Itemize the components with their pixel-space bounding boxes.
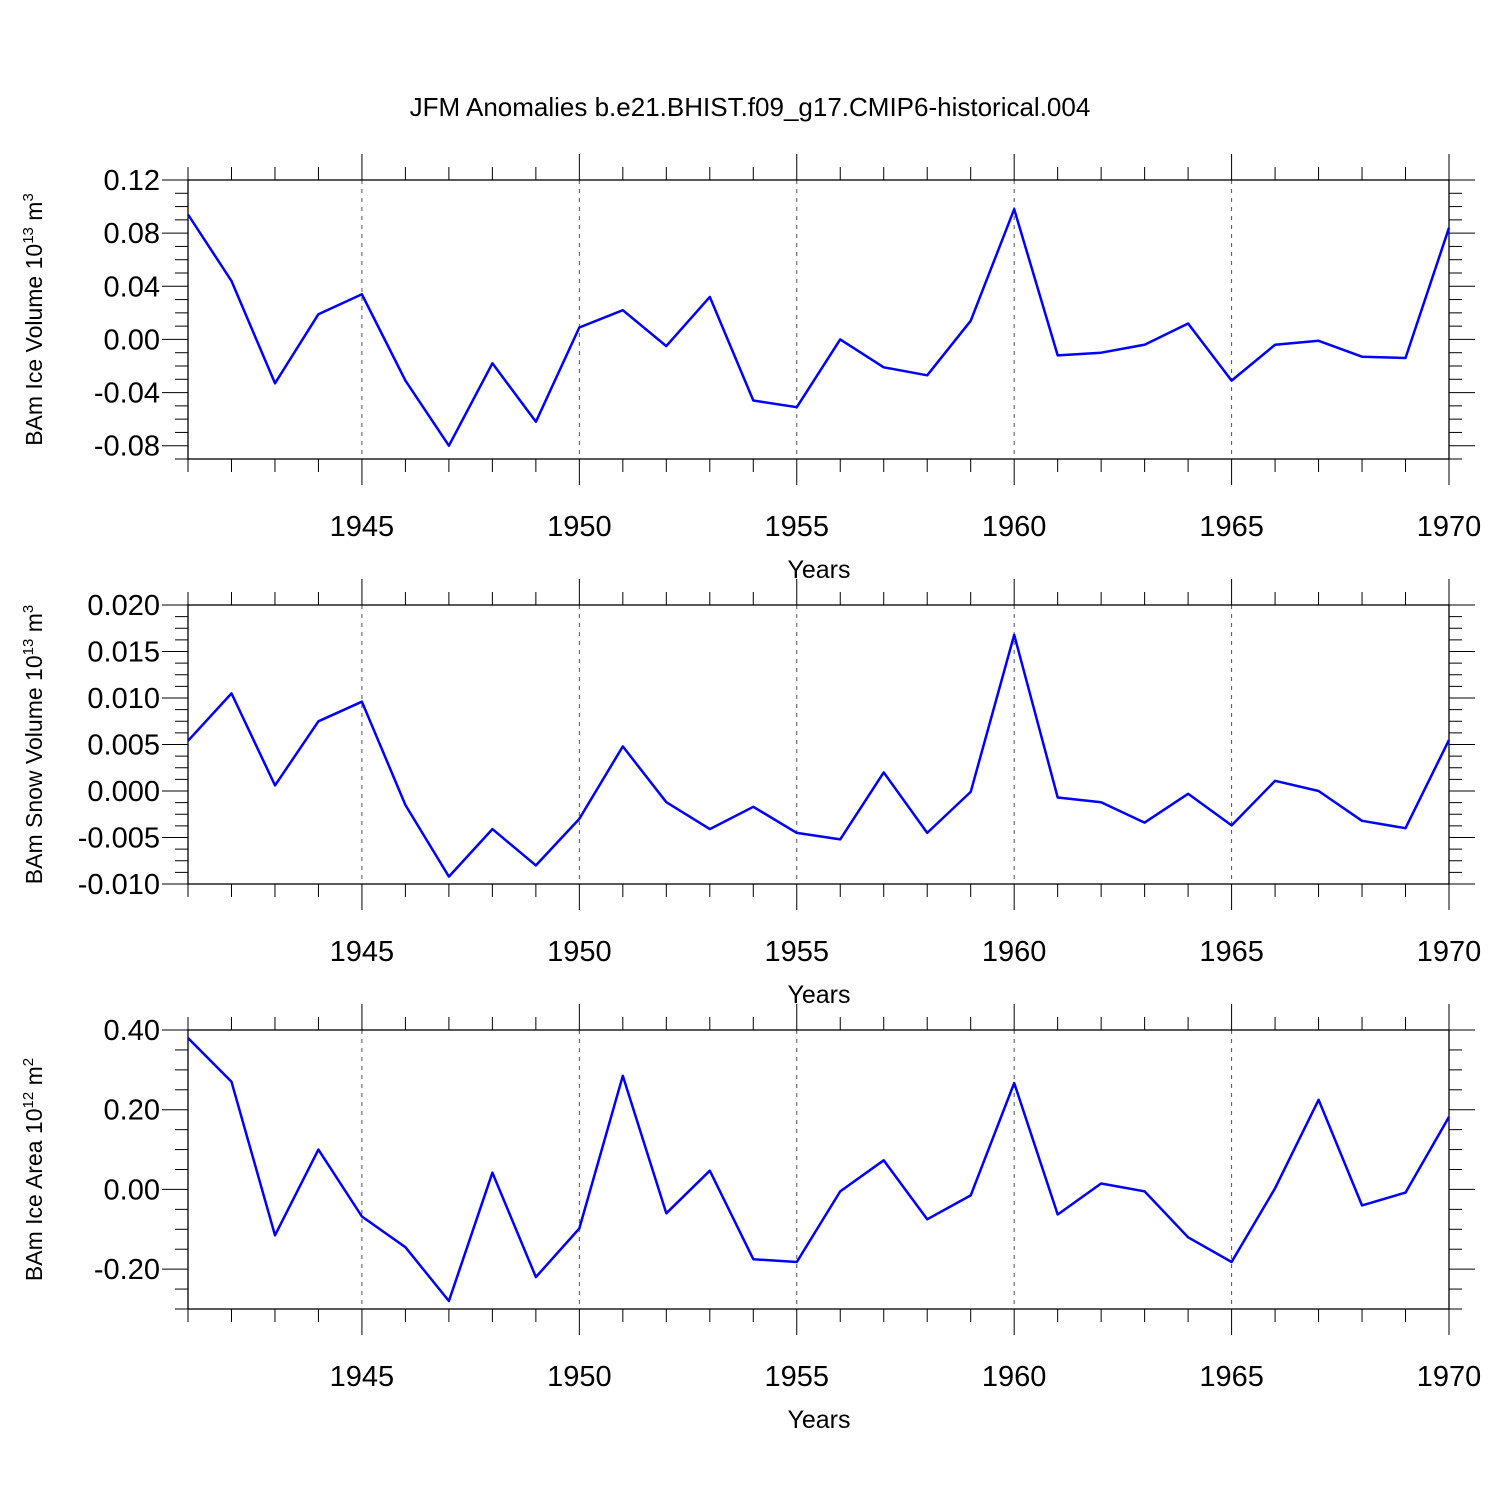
plot-frame xyxy=(187,604,1450,885)
y-axis-label-text: BAm Ice Area 10 xyxy=(21,1109,47,1282)
x-tick-label: 1970 xyxy=(1417,511,1482,543)
y-tick-label: 0.04 xyxy=(104,271,160,303)
panel-1: 0.12 0.08 0.04 0.00 -0.04 -0.08 1945 1950 1955 19… xyxy=(20,154,1481,584)
x-tick-label: 1945 xyxy=(330,511,395,543)
y-axis-label-unit-exponent: 3 xyxy=(20,605,37,613)
x-axis-label: Years xyxy=(787,1406,850,1434)
figure-title: JFM Anomalies b.e21.BHIST.f09_g17.CMIP6-… xyxy=(410,92,1091,122)
y-tick-label: -0.20 xyxy=(94,1254,160,1286)
x-axis-label: Years xyxy=(787,556,850,584)
x-tick-label: 1970 xyxy=(1417,936,1482,968)
series-line xyxy=(186,207,1451,447)
x-tick-label: 1965 xyxy=(1199,511,1264,543)
y-tick-label: 0.020 xyxy=(87,590,160,622)
x-tick-label: 1955 xyxy=(765,511,830,543)
x-tick-label: 1965 xyxy=(1199,936,1264,968)
x-tick-label: 1950 xyxy=(547,511,612,543)
y-axis-label-unit-exponent: 2 xyxy=(20,1058,37,1066)
series-line xyxy=(187,633,1451,878)
y-axis-label-text: BAm Ice Volume 10 xyxy=(21,244,47,446)
y-axis-label-unit-exponent: 3 xyxy=(20,193,37,201)
y-axis-label: BAm Ice Volume 1013 m3 xyxy=(20,193,47,446)
y-axis-label-text: BAm Snow Volume 10 xyxy=(21,655,47,884)
series-line xyxy=(187,1037,1451,1303)
plot-frame xyxy=(187,1029,1450,1310)
panel-3: 0.40 0.20 0.00 -0.20 1945 1950 1955 1960 1965 197… xyxy=(20,1004,1481,1434)
y-tick-label: 0.000 xyxy=(87,776,160,808)
x-tick-label: 1960 xyxy=(982,1361,1047,1393)
y-tick-label: 0.12 xyxy=(104,165,160,197)
y-tick-label: 0.00 xyxy=(104,1174,160,1206)
y-tick-label: -0.010 xyxy=(78,869,160,901)
x-tick-label: 1970 xyxy=(1417,1361,1482,1393)
y-axis-label-exponent: 12 xyxy=(20,1092,37,1109)
y-tick-label: 0.005 xyxy=(87,730,160,762)
y-tick-label: -0.04 xyxy=(94,378,160,410)
x-tick-label: 1955 xyxy=(765,1361,830,1393)
y-tick-label: 0.08 xyxy=(104,218,160,250)
x-tick-label: 1960 xyxy=(982,936,1047,968)
y-axis-label: BAm Snow Volume 1013 m3 xyxy=(20,605,47,884)
x-tick-label: 1965 xyxy=(1199,1361,1264,1393)
panel-2: 0.020 0.015 0.010 0.005 0.000 -0.005 -0.010 194… xyxy=(20,579,1481,1009)
y-axis-label-unit: m xyxy=(21,613,47,639)
x-tick-label: 1960 xyxy=(982,511,1047,543)
y-axis-label-exponent: 13 xyxy=(20,227,37,244)
y-tick-label: 0.015 xyxy=(87,637,160,669)
x-tick-label: 1945 xyxy=(330,936,395,968)
x-tick-label: 1945 xyxy=(330,1361,395,1393)
x-tick-label: 1955 xyxy=(765,936,830,968)
plot-frame xyxy=(187,179,1450,460)
plots-group: 0.12 0.08 0.04 0.00 -0.04 -0.08 1945 1950 1955 19… xyxy=(20,154,1481,1434)
x-tick-label: 1950 xyxy=(547,936,612,968)
x-axis-label: Years xyxy=(787,981,850,1009)
y-tick-label: 0.20 xyxy=(104,1095,160,1127)
y-axis-label-unit: m xyxy=(21,1066,47,1092)
y-tick-label: -0.005 xyxy=(78,823,160,855)
y-axis-label: BAm Ice Area 1012 m2 xyxy=(20,1058,47,1281)
y-tick-label: 0.010 xyxy=(87,683,160,715)
y-axis-label-unit: m xyxy=(21,202,47,228)
y-tick-label: -0.08 xyxy=(94,431,160,463)
x-tick-label: 1950 xyxy=(547,1361,612,1393)
y-tick-label: 0.40 xyxy=(104,1015,160,1047)
y-tick-label: 0.00 xyxy=(104,324,160,356)
y-axis-label-exponent: 13 xyxy=(20,639,37,656)
